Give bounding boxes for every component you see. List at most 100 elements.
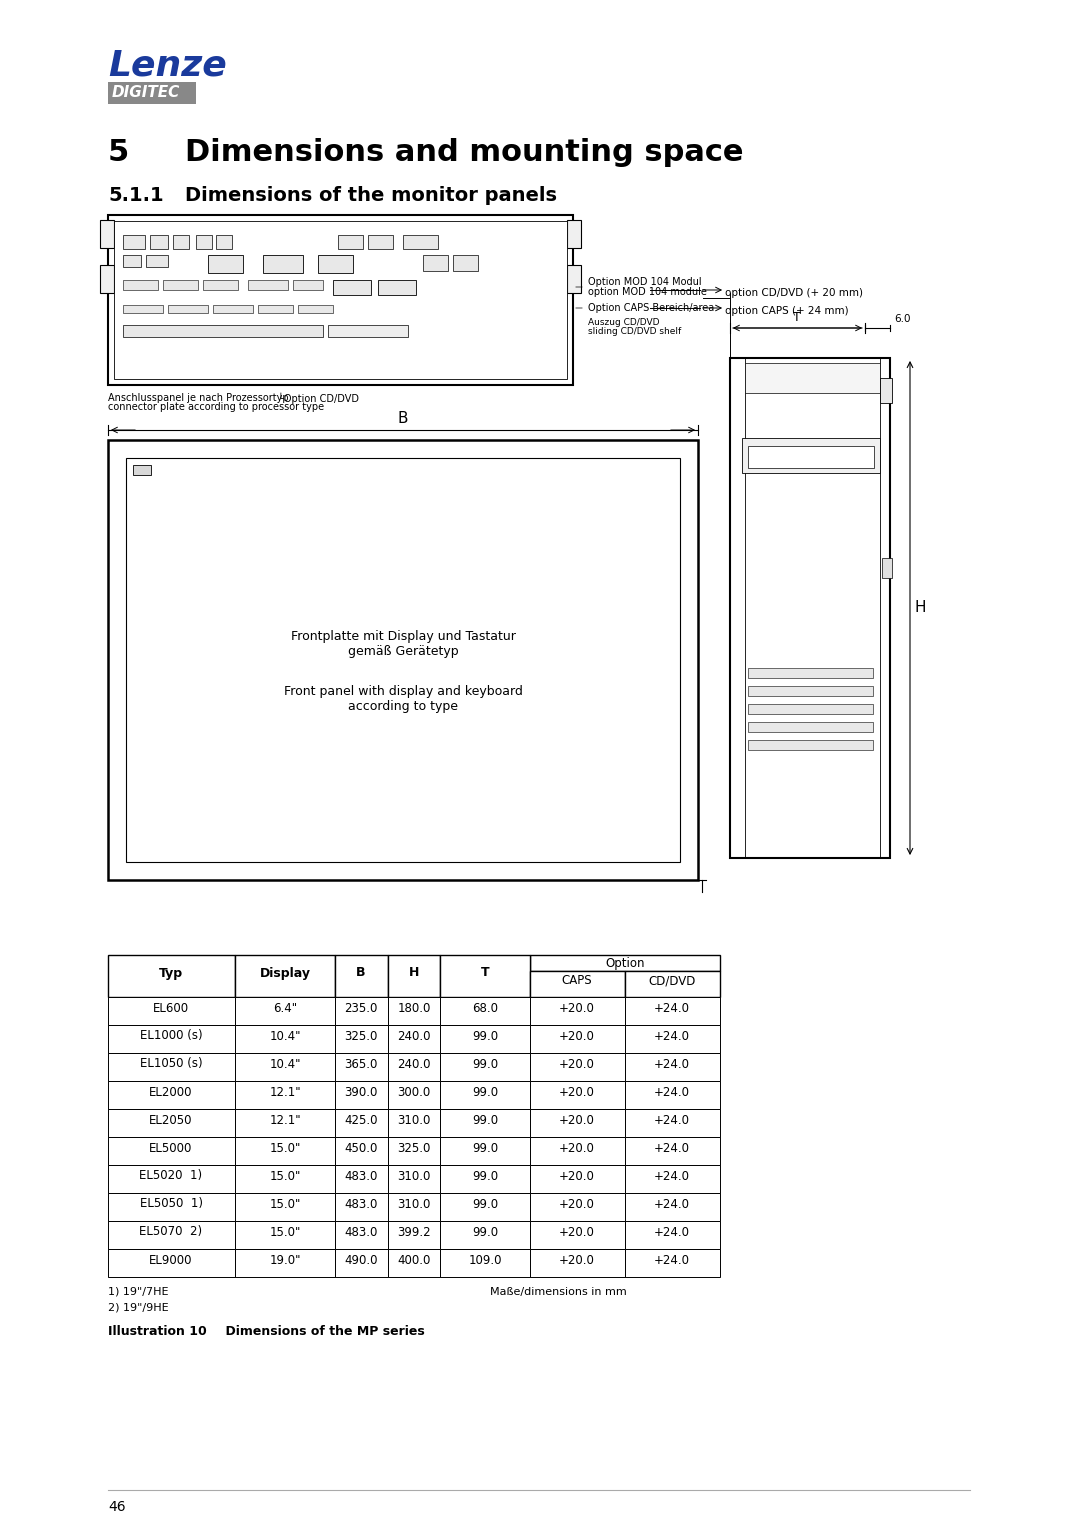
Text: 310.0: 310.0 bbox=[397, 1170, 431, 1182]
Text: 399.2: 399.2 bbox=[397, 1226, 431, 1238]
Bar bbox=[108, 82, 195, 104]
Circle shape bbox=[118, 354, 129, 365]
Circle shape bbox=[397, 257, 409, 269]
Bar bbox=[335, 997, 388, 1025]
Bar bbox=[335, 1165, 388, 1193]
Text: 240.0: 240.0 bbox=[397, 1029, 431, 1043]
Bar bbox=[100, 266, 114, 293]
Bar bbox=[625, 1138, 720, 1165]
Text: 180.0: 180.0 bbox=[397, 1002, 431, 1014]
Text: 483.0: 483.0 bbox=[345, 1170, 378, 1182]
Bar bbox=[440, 1054, 530, 1081]
Text: +24.0: +24.0 bbox=[654, 1254, 690, 1266]
Bar bbox=[530, 1193, 625, 1222]
Bar bbox=[108, 1109, 235, 1138]
Text: +20.0: +20.0 bbox=[559, 1113, 595, 1127]
Bar bbox=[123, 255, 141, 267]
Bar bbox=[530, 1025, 625, 1054]
Bar bbox=[388, 1025, 440, 1054]
Text: 365.0: 365.0 bbox=[345, 1058, 378, 1070]
Text: +24.0: +24.0 bbox=[654, 1170, 690, 1182]
Bar bbox=[440, 1138, 530, 1165]
Text: 19.0": 19.0" bbox=[269, 1254, 300, 1266]
Bar bbox=[235, 1081, 335, 1109]
Text: 325.0: 325.0 bbox=[345, 1029, 378, 1043]
Bar bbox=[335, 1109, 388, 1138]
Bar bbox=[208, 255, 243, 273]
Bar bbox=[108, 440, 698, 880]
Bar bbox=[403, 235, 438, 249]
Text: 235.0: 235.0 bbox=[345, 1002, 378, 1014]
Bar bbox=[108, 1222, 235, 1249]
Text: EL1050 (s): EL1050 (s) bbox=[139, 1058, 202, 1070]
Bar bbox=[530, 1165, 625, 1193]
Text: 15.0": 15.0" bbox=[269, 1226, 300, 1238]
Text: H: H bbox=[409, 967, 419, 979]
Text: gemäß Gerätetyp: gemäß Gerätetyp bbox=[348, 644, 458, 658]
Bar bbox=[625, 1193, 720, 1222]
Text: 99.0: 99.0 bbox=[472, 1086, 498, 1098]
Text: +24.0: +24.0 bbox=[654, 1113, 690, 1127]
Text: Option MOD 104 Modul: Option MOD 104 Modul bbox=[588, 276, 702, 287]
Bar bbox=[335, 1193, 388, 1222]
Text: Maße/dimensions in mm: Maße/dimensions in mm bbox=[490, 1287, 626, 1296]
Text: +20.0: +20.0 bbox=[559, 1142, 595, 1154]
Text: 68.0: 68.0 bbox=[472, 1002, 498, 1014]
Bar bbox=[173, 235, 189, 249]
Bar bbox=[530, 1109, 625, 1138]
Bar bbox=[388, 1193, 440, 1222]
Bar bbox=[235, 1249, 335, 1277]
Text: 99.0: 99.0 bbox=[472, 1029, 498, 1043]
Bar bbox=[293, 279, 323, 290]
Text: according to type: according to type bbox=[348, 699, 458, 713]
Text: 425.0: 425.0 bbox=[345, 1113, 378, 1127]
Text: T: T bbox=[481, 967, 489, 979]
Text: +24.0: +24.0 bbox=[654, 1058, 690, 1070]
Text: +20.0: +20.0 bbox=[559, 1002, 595, 1014]
Bar bbox=[625, 1054, 720, 1081]
Bar bbox=[440, 1222, 530, 1249]
Text: +20.0: +20.0 bbox=[559, 1226, 595, 1238]
Bar bbox=[440, 997, 530, 1025]
Bar bbox=[235, 1165, 335, 1193]
Text: 240.0: 240.0 bbox=[397, 1058, 431, 1070]
Bar bbox=[748, 741, 873, 750]
Text: option CD/DVD (+ 20 mm): option CD/DVD (+ 20 mm) bbox=[725, 289, 863, 298]
Text: EL600: EL600 bbox=[153, 1002, 189, 1014]
Bar bbox=[388, 1249, 440, 1277]
Text: 310.0: 310.0 bbox=[397, 1197, 431, 1211]
Bar bbox=[440, 954, 530, 997]
Bar bbox=[248, 279, 288, 290]
Bar bbox=[133, 466, 151, 475]
Text: 99.0: 99.0 bbox=[472, 1113, 498, 1127]
Bar bbox=[213, 305, 253, 313]
Text: +20.0: +20.0 bbox=[559, 1254, 595, 1266]
Bar bbox=[318, 255, 353, 273]
Circle shape bbox=[802, 832, 818, 847]
Bar bbox=[567, 220, 581, 247]
Bar bbox=[625, 1109, 720, 1138]
Bar bbox=[625, 1081, 720, 1109]
Bar bbox=[453, 255, 478, 270]
Text: 99.0: 99.0 bbox=[472, 1142, 498, 1154]
Bar bbox=[235, 1109, 335, 1138]
Bar bbox=[235, 1193, 335, 1222]
Bar bbox=[100, 220, 114, 247]
Bar bbox=[335, 1138, 388, 1165]
Bar bbox=[168, 305, 208, 313]
Text: +24.0: +24.0 bbox=[654, 1029, 690, 1043]
Text: Front panel with display and keyboard: Front panel with display and keyboard bbox=[284, 686, 523, 698]
Bar bbox=[163, 279, 198, 290]
Bar bbox=[298, 305, 333, 313]
Text: Dimensions of the monitor panels: Dimensions of the monitor panels bbox=[185, 186, 557, 205]
Bar bbox=[530, 954, 720, 971]
Bar bbox=[216, 235, 232, 249]
Bar bbox=[335, 1081, 388, 1109]
Bar bbox=[880, 379, 892, 403]
Text: 10.4": 10.4" bbox=[269, 1029, 300, 1043]
Text: Illustration 10: Illustration 10 bbox=[108, 1325, 206, 1338]
Text: 12.1": 12.1" bbox=[269, 1086, 301, 1098]
Text: H: H bbox=[915, 600, 927, 615]
Text: EL5050  1): EL5050 1) bbox=[139, 1197, 203, 1211]
Bar bbox=[742, 438, 880, 473]
